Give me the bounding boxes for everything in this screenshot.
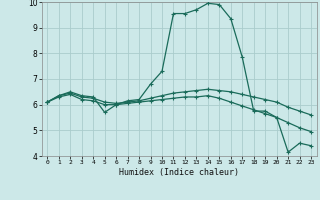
X-axis label: Humidex (Indice chaleur): Humidex (Indice chaleur)	[119, 168, 239, 177]
